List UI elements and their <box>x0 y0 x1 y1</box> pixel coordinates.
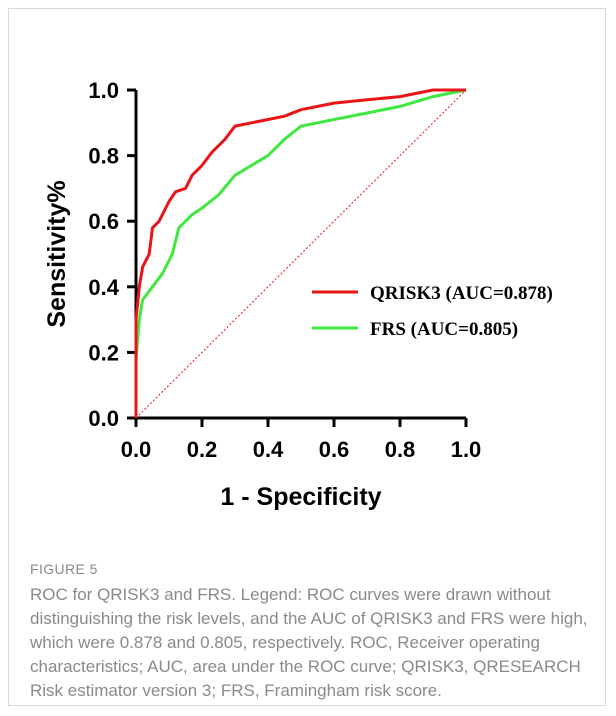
x-tick-label: 0.0 <box>121 437 152 462</box>
y-tick-label: 0.0 <box>88 406 119 431</box>
x-tick-label: 0.4 <box>253 437 284 462</box>
legend-label-frs: FRS (AUC=0.805) <box>370 319 518 340</box>
roc-curve-frs <box>134 88 467 418</box>
figure-frame: 0.0 0.2 0.4 0.6 0.8 1.0 0.0 0.2 0.4 0.6 0.8 1.0 1 - … <box>8 8 606 706</box>
y-tick-label: 0.4 <box>88 275 119 300</box>
x-axis-title: 1 - Specificity <box>220 483 381 511</box>
x-tick-label: 0.2 <box>187 437 218 462</box>
legend-label-qrisk3: QRISK3 (AUC=0.878) <box>370 283 553 304</box>
reference-diagonal-line <box>135 89 467 419</box>
y-axis-title: Sensitivity% <box>43 180 71 327</box>
y-tick-label: 0.2 <box>88 340 119 365</box>
y-tick-label: 0.8 <box>88 144 119 169</box>
x-tick-label: 1.0 <box>451 437 482 462</box>
y-tick-label: 1.0 <box>88 78 119 103</box>
figure-caption: ROC for QRISK3 and FRS. Legend: ROC curv… <box>30 585 588 700</box>
y-tick-label: 0.6 <box>88 209 119 234</box>
x-tick-label: 0.8 <box>385 437 416 462</box>
roc-curve-qrisk3 <box>134 88 466 418</box>
roc-chart: 0.0 0.2 0.4 0.6 0.8 1.0 0.0 0.2 0.4 0.6 0.8 1.0 1 - … <box>43 78 553 511</box>
figure-label: FIGURE 5 <box>30 561 98 577</box>
x-tick-label: 0.6 <box>319 437 350 462</box>
